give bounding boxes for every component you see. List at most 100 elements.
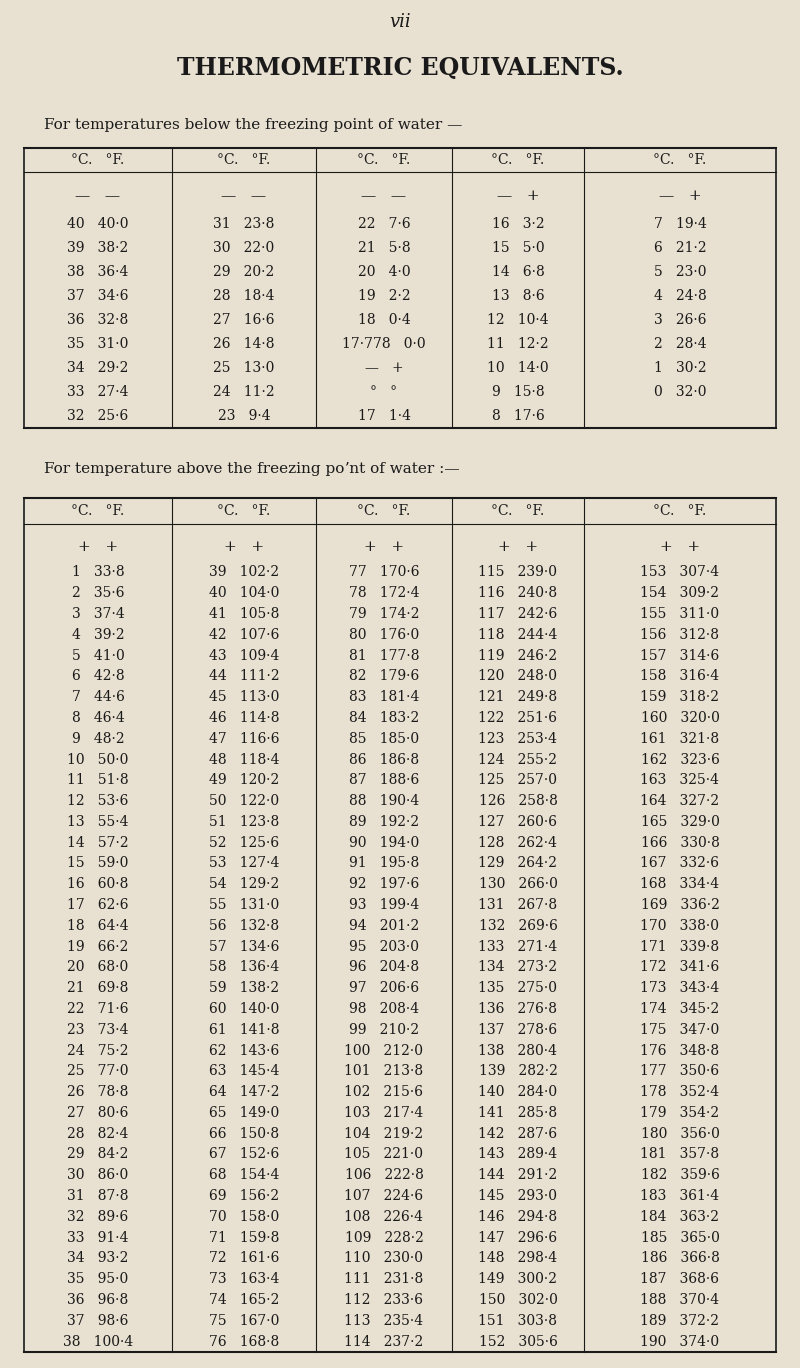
Text: —   —: — — bbox=[362, 189, 406, 202]
Text: 14   57·2: 14 57·2 bbox=[67, 836, 129, 850]
Text: +   +: + + bbox=[224, 540, 264, 554]
Text: 167   332·6: 167 332·6 bbox=[641, 856, 719, 870]
Text: 137   278·6: 137 278·6 bbox=[478, 1023, 558, 1037]
Text: +   +: + + bbox=[498, 540, 538, 554]
Text: 182   359·6: 182 359·6 bbox=[641, 1168, 719, 1182]
Text: 92   197·6: 92 197·6 bbox=[349, 877, 419, 891]
Text: 40   104·0: 40 104·0 bbox=[209, 586, 279, 601]
Text: 9   48·2: 9 48·2 bbox=[72, 732, 124, 746]
Text: THERMOMETRIC EQUIVALENTS.: THERMOMETRIC EQUIVALENTS. bbox=[177, 56, 623, 79]
Text: 4   24·8: 4 24·8 bbox=[654, 289, 706, 302]
Text: 103   217·4: 103 217·4 bbox=[344, 1105, 424, 1120]
Text: 91   195·8: 91 195·8 bbox=[349, 856, 419, 870]
Text: 165   329·0: 165 329·0 bbox=[641, 815, 719, 829]
Text: 64   147·2: 64 147·2 bbox=[209, 1085, 279, 1099]
Text: 188   370·4: 188 370·4 bbox=[641, 1293, 719, 1306]
Text: 1   33·8: 1 33·8 bbox=[72, 565, 124, 580]
Text: 82   179·6: 82 179·6 bbox=[349, 669, 419, 684]
Text: 163   325·4: 163 325·4 bbox=[641, 773, 719, 788]
Text: 166   330·8: 166 330·8 bbox=[641, 836, 719, 850]
Text: 33   91·4: 33 91·4 bbox=[67, 1231, 129, 1245]
Text: 8   17·6: 8 17·6 bbox=[492, 409, 544, 423]
Text: 102   215·6: 102 215·6 bbox=[345, 1085, 423, 1099]
Text: °C.   °F.: °C. °F. bbox=[71, 503, 125, 518]
Text: 13   8·6: 13 8·6 bbox=[492, 289, 544, 302]
Text: 181   357·8: 181 357·8 bbox=[641, 1148, 719, 1161]
Text: 96   204·8: 96 204·8 bbox=[349, 960, 419, 974]
Text: 95   203·0: 95 203·0 bbox=[349, 940, 419, 953]
Text: 34   93·2: 34 93·2 bbox=[67, 1252, 129, 1265]
Text: 38   36·4: 38 36·4 bbox=[67, 265, 129, 279]
Text: 56   132·8: 56 132·8 bbox=[209, 919, 279, 933]
Text: 87   188·6: 87 188·6 bbox=[349, 773, 419, 788]
Text: —   +: — + bbox=[658, 189, 702, 202]
Text: 109   228·2: 109 228·2 bbox=[345, 1231, 423, 1245]
Text: 142   287·6: 142 287·6 bbox=[478, 1127, 558, 1141]
Text: °C.   °F.: °C. °F. bbox=[491, 153, 545, 167]
Text: 39   38·2: 39 38·2 bbox=[67, 241, 129, 254]
Text: 19   66·2: 19 66·2 bbox=[67, 940, 129, 953]
Text: 27   16·6: 27 16·6 bbox=[214, 313, 274, 327]
Text: 24   75·2: 24 75·2 bbox=[67, 1044, 129, 1057]
Text: 18   0·4: 18 0·4 bbox=[358, 313, 410, 327]
Text: 184   363·2: 184 363·2 bbox=[641, 1209, 719, 1224]
Text: 37   34·6: 37 34·6 bbox=[67, 289, 129, 302]
Text: 9   15·8: 9 15·8 bbox=[492, 384, 544, 399]
Text: 176   348·8: 176 348·8 bbox=[641, 1044, 719, 1057]
Text: 28   18·4: 28 18·4 bbox=[214, 289, 274, 302]
Text: 22   71·6: 22 71·6 bbox=[67, 1001, 129, 1016]
Text: 14   6·8: 14 6·8 bbox=[492, 265, 544, 279]
Text: 69   156·2: 69 156·2 bbox=[209, 1189, 279, 1202]
Text: 2   35·6: 2 35·6 bbox=[72, 586, 124, 601]
Text: 67   152·6: 67 152·6 bbox=[209, 1148, 279, 1161]
Text: 44   111·2: 44 111·2 bbox=[209, 669, 279, 684]
Text: 16   60·8: 16 60·8 bbox=[67, 877, 129, 891]
Text: For temperature above the freezing poʼnt of water :—: For temperature above the freezing poʼnt… bbox=[44, 462, 460, 476]
Text: 12   10·4: 12 10·4 bbox=[487, 313, 549, 327]
Text: 0   32·0: 0 32·0 bbox=[654, 384, 706, 399]
Text: +   +: + + bbox=[364, 540, 404, 554]
Text: 79   174·2: 79 174·2 bbox=[349, 607, 419, 621]
Text: 26   14·8: 26 14·8 bbox=[214, 337, 274, 352]
Text: 100   212·0: 100 212·0 bbox=[345, 1044, 423, 1057]
Text: 119   246·2: 119 246·2 bbox=[478, 648, 558, 662]
Text: 52   125·6: 52 125·6 bbox=[209, 836, 279, 850]
Text: 59   138·2: 59 138·2 bbox=[209, 981, 279, 995]
Text: 6   21·2: 6 21·2 bbox=[654, 241, 706, 254]
Text: 47   116·6: 47 116·6 bbox=[209, 732, 279, 746]
Text: 175   347·0: 175 347·0 bbox=[640, 1023, 720, 1037]
Text: 170   338·0: 170 338·0 bbox=[641, 919, 719, 933]
Text: 71   159·8: 71 159·8 bbox=[209, 1231, 279, 1245]
Text: °   °: ° ° bbox=[370, 384, 398, 399]
Text: 40   40·0: 40 40·0 bbox=[67, 218, 129, 231]
Text: 5   23·0: 5 23·0 bbox=[654, 265, 706, 279]
Text: 98   208·4: 98 208·4 bbox=[349, 1001, 419, 1016]
Text: 2   28·4: 2 28·4 bbox=[654, 337, 706, 352]
Text: 183   361·4: 183 361·4 bbox=[641, 1189, 719, 1202]
Text: 187   368·6: 187 368·6 bbox=[641, 1272, 719, 1286]
Text: 32   25·6: 32 25·6 bbox=[67, 409, 129, 423]
Text: 88   190·4: 88 190·4 bbox=[349, 793, 419, 808]
Text: 125   257·0: 125 257·0 bbox=[478, 773, 558, 788]
Text: 108   226·4: 108 226·4 bbox=[345, 1209, 423, 1224]
Text: 27   80·6: 27 80·6 bbox=[67, 1105, 129, 1120]
Text: 141   285·8: 141 285·8 bbox=[478, 1105, 558, 1120]
Text: 19   2·2: 19 2·2 bbox=[358, 289, 410, 302]
Text: 60   140·0: 60 140·0 bbox=[209, 1001, 279, 1016]
Text: 110   230·0: 110 230·0 bbox=[345, 1252, 423, 1265]
Text: 74   165·2: 74 165·2 bbox=[209, 1293, 279, 1306]
Text: 140   284·0: 140 284·0 bbox=[478, 1085, 558, 1099]
Text: 20   4·0: 20 4·0 bbox=[358, 265, 410, 279]
Text: 70   158·0: 70 158·0 bbox=[209, 1209, 279, 1224]
Text: 51   123·8: 51 123·8 bbox=[209, 815, 279, 829]
Text: 134   273·2: 134 273·2 bbox=[478, 960, 558, 974]
Text: 84   183·2: 84 183·2 bbox=[349, 711, 419, 725]
Text: 31   87·8: 31 87·8 bbox=[67, 1189, 129, 1202]
Text: 15   59·0: 15 59·0 bbox=[67, 856, 129, 870]
Text: 20   68·0: 20 68·0 bbox=[67, 960, 129, 974]
Text: 35   95·0: 35 95·0 bbox=[67, 1272, 129, 1286]
Text: 138   280·4: 138 280·4 bbox=[478, 1044, 558, 1057]
Text: 114   237·2: 114 237·2 bbox=[344, 1335, 424, 1349]
Text: 17   62·6: 17 62·6 bbox=[67, 897, 129, 912]
Text: 77   170·6: 77 170·6 bbox=[349, 565, 419, 580]
